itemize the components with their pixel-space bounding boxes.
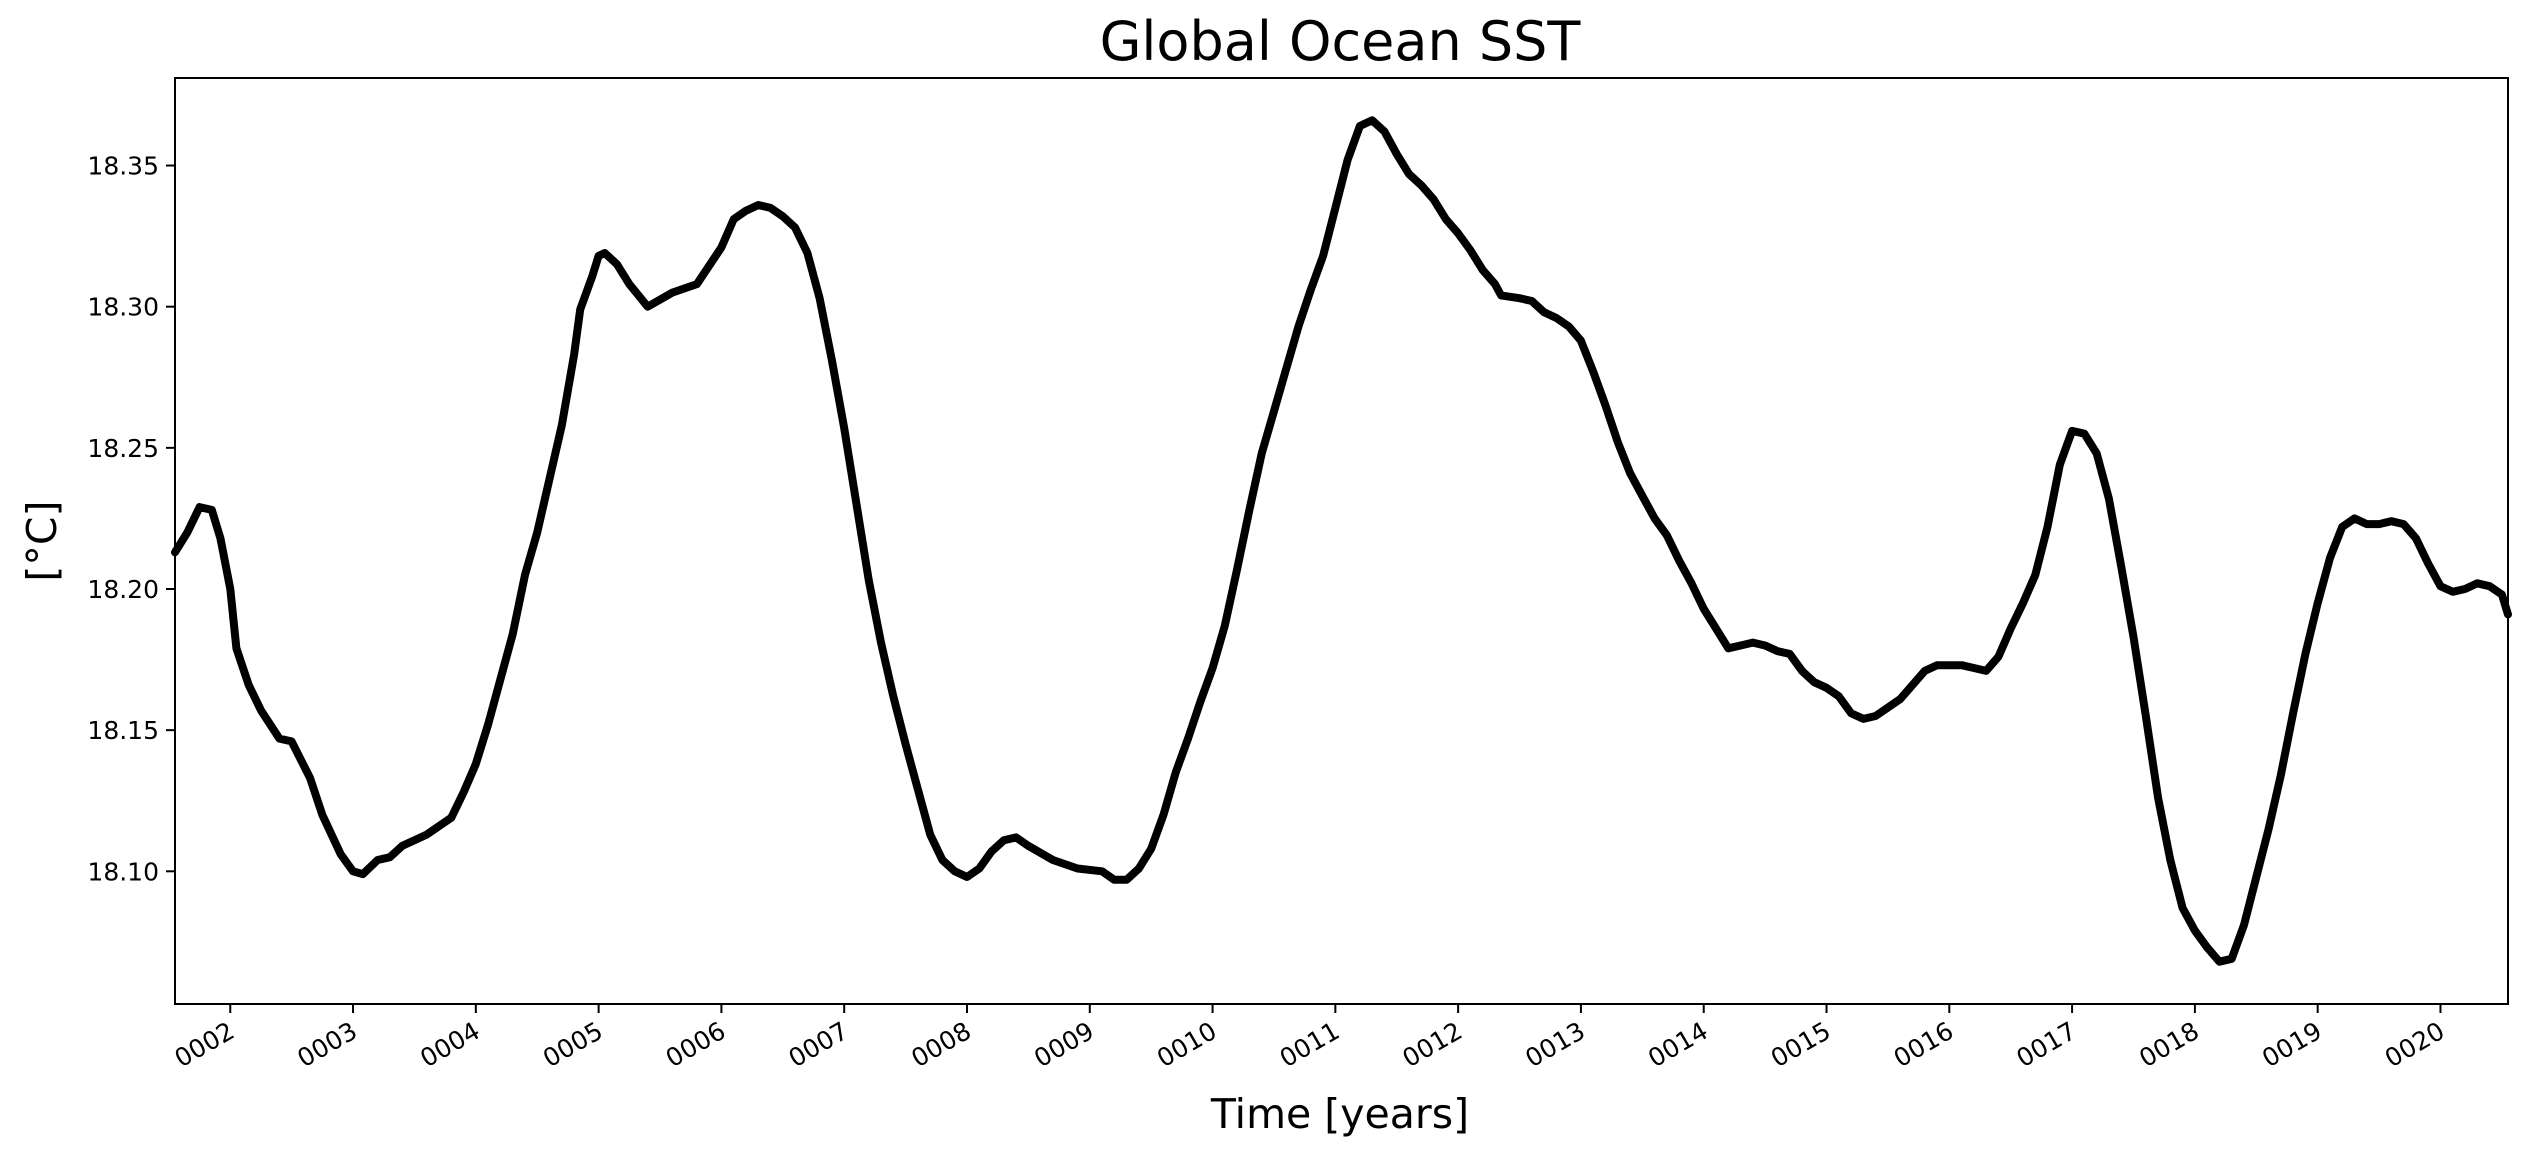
sst-series-line bbox=[171, 116, 2512, 966]
y-axis: 18.10 18.15 18.20 18.25 18.30 18.35 bbox=[87, 152, 175, 886]
y-tick-label: 18.20 bbox=[87, 575, 159, 604]
y-tick-label: 18.15 bbox=[87, 716, 159, 745]
chart-title: Global Ocean SST bbox=[1100, 10, 1582, 73]
y-tick-label: 18.10 bbox=[87, 857, 159, 886]
y-tick-label: 18.35 bbox=[87, 152, 159, 181]
plot-area bbox=[171, 116, 2512, 966]
y-axis-label: [°C] bbox=[18, 500, 66, 581]
y-tick-label: 18.30 bbox=[87, 293, 159, 322]
x-axis-label: Time [years] bbox=[1210, 1090, 1469, 1138]
plot-frame bbox=[174, 77, 2509, 1005]
y-tick-label: 18.25 bbox=[87, 434, 159, 463]
